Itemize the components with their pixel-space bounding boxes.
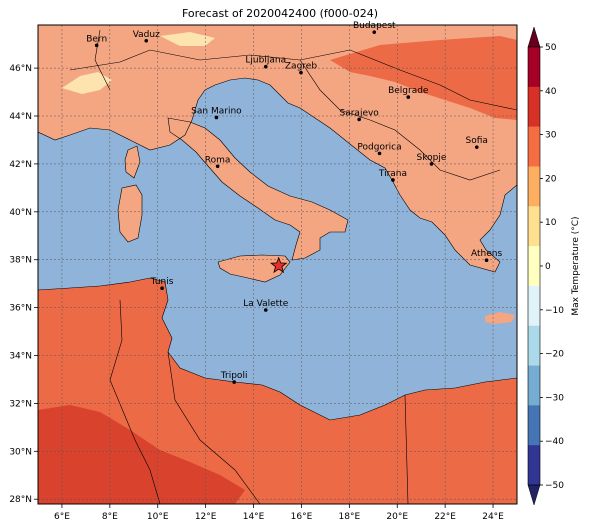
lat-tick-label: 34°N bbox=[9, 352, 32, 362]
city-marker bbox=[391, 178, 395, 182]
lon-tick-label: 14°E bbox=[243, 512, 265, 522]
colorbar-band bbox=[528, 206, 540, 247]
lon-tick-label: 8°E bbox=[102, 512, 118, 522]
colorbar-tick-label: −10 bbox=[545, 306, 564, 316]
city-marker bbox=[474, 145, 479, 149]
colorbar-band bbox=[528, 126, 540, 167]
city-marker bbox=[263, 64, 268, 69]
lat-tick-label: 46°N bbox=[9, 64, 32, 74]
city-marker bbox=[215, 164, 220, 169]
land-alps-cool bbox=[62, 72, 112, 94]
city-label: Sarajevo bbox=[340, 108, 380, 118]
city-marker bbox=[372, 30, 377, 34]
land-crete bbox=[485, 312, 515, 324]
colorbar-extend-top bbox=[527, 26, 541, 48]
colorbar-band bbox=[528, 325, 540, 366]
lon-tick-label: 6°E bbox=[54, 512, 70, 522]
land-italy bbox=[168, 118, 348, 260]
lat-tick-label: 28°N bbox=[9, 495, 32, 505]
city-marker bbox=[160, 286, 164, 291]
colorbar-tick-label: 20 bbox=[545, 174, 557, 184]
land-sardinia bbox=[118, 185, 142, 242]
city-marker bbox=[299, 70, 303, 75]
city-label: Budapest bbox=[353, 21, 396, 31]
city-label: Ljubljana bbox=[245, 56, 286, 66]
latitude-ticks: 46°N 44°N 42°N 40°N 38°N 36°N 34°N 32°N 30°N 28°N bbox=[9, 64, 38, 505]
city-label: Zagreb bbox=[285, 62, 317, 72]
colorbar-band bbox=[528, 285, 540, 327]
colorbar-tick-label: 50 bbox=[545, 43, 557, 53]
lon-tick-label: 12°E bbox=[195, 512, 217, 522]
lon-tick-label: 16°E bbox=[291, 512, 313, 522]
colorbar-label: Max Temperature (°C) bbox=[571, 216, 581, 315]
city-label: Roma bbox=[205, 155, 231, 165]
land-balkans-warm bbox=[330, 36, 517, 120]
city-label: Athens bbox=[471, 249, 502, 259]
city-marker bbox=[377, 151, 382, 156]
colorbar-tick-label: 10 bbox=[545, 218, 557, 228]
longitude-ticks: 6°E 8°E 10°E 12°E 14°E 16°E 18°E 20°E 22°E 24°E bbox=[54, 504, 504, 522]
lat-tick-label: 32°N bbox=[9, 399, 32, 409]
city-label: Tunis bbox=[150, 277, 174, 287]
colorbar-band bbox=[528, 365, 540, 406]
colorbar-tick-label: −40 bbox=[545, 437, 564, 447]
city-label: Skopje bbox=[417, 153, 447, 163]
city-label: Bern bbox=[86, 34, 107, 44]
city-label: Podgorica bbox=[357, 142, 401, 152]
map-frame bbox=[37, 24, 518, 505]
city-marker bbox=[144, 39, 149, 43]
city-marker bbox=[484, 258, 489, 262]
land-africa-hot bbox=[38, 405, 245, 504]
lat-tick-label: 30°N bbox=[9, 447, 32, 457]
colorbar: 50 40 30 20 10 0 −10 −20 −30 −40 −50 bbox=[527, 26, 564, 506]
city-label: Sofia bbox=[466, 136, 488, 146]
forecast-point-star-icon bbox=[270, 256, 288, 274]
land-corsica bbox=[125, 146, 140, 178]
city-marker bbox=[429, 162, 434, 166]
colorbar-tick-label: 40 bbox=[545, 87, 557, 97]
lat-tick-label: 44°N bbox=[9, 112, 32, 122]
colorbar-band bbox=[528, 166, 540, 207]
lon-tick-label: 10°E bbox=[147, 512, 169, 522]
lon-tick-label: 20°E bbox=[386, 512, 408, 522]
land-alps-cool-2 bbox=[160, 32, 215, 46]
city-label: Tripoli bbox=[220, 371, 248, 381]
city-label: Tirana bbox=[378, 169, 407, 179]
city-marker bbox=[263, 308, 268, 312]
colorbar-tick-label: −50 bbox=[545, 481, 564, 491]
lon-tick-label: 18°E bbox=[339, 512, 361, 522]
colorbar-tick-label: −30 bbox=[545, 393, 564, 403]
lat-tick-label: 40°N bbox=[9, 208, 32, 218]
borders bbox=[38, 29, 517, 504]
city-marker bbox=[357, 117, 361, 122]
city-marker bbox=[214, 115, 219, 120]
colorbar-band bbox=[528, 86, 540, 127]
colorbar-band bbox=[528, 246, 540, 287]
city-label: La Valette bbox=[243, 299, 288, 309]
city-marker bbox=[94, 43, 99, 48]
lon-tick-label: 24°E bbox=[482, 512, 504, 522]
lat-tick-label: 36°N bbox=[9, 304, 32, 314]
colorbar-band bbox=[528, 47, 540, 88]
lat-tick-label: 38°N bbox=[9, 256, 32, 266]
colorbar-band bbox=[528, 445, 540, 486]
colorbar-tick-label: 0 bbox=[545, 262, 551, 272]
lon-tick-label: 22°E bbox=[434, 512, 456, 522]
figure-title: Forecast of 2020042400 (f000-024) bbox=[182, 7, 378, 20]
city-marker bbox=[232, 380, 236, 384]
lat-tick-label: 42°N bbox=[9, 160, 32, 170]
city-marker bbox=[406, 95, 411, 99]
city-label: San Marino bbox=[191, 106, 242, 116]
city-label: Belgrade bbox=[388, 86, 429, 96]
city-label: Vaduz bbox=[133, 30, 160, 40]
colorbar-tick-label: 30 bbox=[545, 131, 557, 141]
colorbar-band bbox=[528, 405, 540, 446]
colorbar-extend-bottom bbox=[527, 484, 541, 506]
colorbar-tick-label: −20 bbox=[545, 350, 564, 360]
